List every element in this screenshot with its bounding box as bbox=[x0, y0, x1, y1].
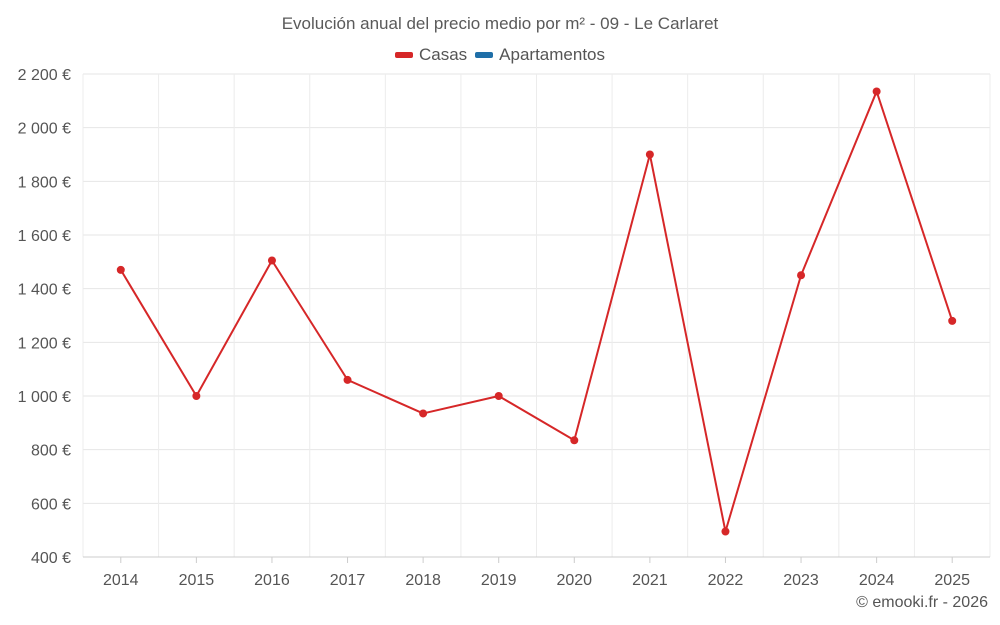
x-tick-label: 2014 bbox=[103, 572, 139, 589]
chart-title: Evolución anual del precio medio por m² … bbox=[281, 14, 719, 33]
legend-swatch-apartamentos bbox=[475, 52, 494, 58]
data-point-casas-2023 bbox=[797, 271, 806, 280]
y-tick-label: 1 200 € bbox=[18, 335, 71, 352]
data-point-casas-2021 bbox=[645, 150, 654, 159]
series-line-casas bbox=[119, 90, 954, 533]
legend-label-casas: Casas bbox=[418, 45, 468, 64]
x-tick-label: 2018 bbox=[405, 572, 441, 589]
y-tick-label: 1 800 € bbox=[18, 174, 71, 191]
y-tick-label: 1 000 € bbox=[18, 389, 71, 406]
y-tick-label: 2 200 € bbox=[18, 67, 71, 84]
data-point-casas-2017 bbox=[343, 375, 352, 384]
data-point-casas-2024 bbox=[872, 87, 881, 96]
data-point-casas-2015 bbox=[192, 392, 201, 400]
data-point-casas-2014 bbox=[116, 265, 125, 274]
x-tick-label: 2025 bbox=[934, 572, 970, 589]
x-tick-label: 2021 bbox=[632, 572, 668, 589]
x-tick-label: 2019 bbox=[481, 572, 517, 589]
x-tick-label: 2022 bbox=[708, 572, 744, 589]
y-tick-label: 1 400 € bbox=[18, 282, 71, 299]
data-point-casas-2022 bbox=[721, 527, 730, 536]
legend-item-casas[interactable]: Casas bbox=[394, 45, 468, 65]
data-point-casas-2020 bbox=[570, 436, 579, 445]
y-tick-label: 600 € bbox=[31, 496, 71, 513]
data-point-casas-2018 bbox=[419, 409, 428, 418]
x-tick-label: 2017 bbox=[330, 572, 366, 589]
legend-label-apartamentos: Apartamentos bbox=[499, 45, 606, 64]
x-tick-label: 2016 bbox=[254, 572, 290, 589]
legend-item-apartamentos[interactable]: Apartamentos bbox=[475, 45, 605, 65]
legend-swatch-casas bbox=[394, 52, 413, 58]
chart-legend: Casas Apartamentos bbox=[0, 45, 1000, 65]
y-tick-label: 2 000 € bbox=[18, 121, 71, 138]
x-tick-label: 2020 bbox=[556, 572, 592, 589]
y-tick-label: 1 600 € bbox=[18, 228, 71, 245]
x-tick-label: 2024 bbox=[859, 572, 895, 589]
data-point-casas-2025 bbox=[948, 316, 957, 325]
x-tick-label: 2023 bbox=[783, 572, 819, 589]
y-tick-label: 400 € bbox=[31, 550, 71, 567]
x-tick-label: 2015 bbox=[179, 572, 215, 589]
data-point-casas-2019 bbox=[494, 392, 503, 400]
data-point-casas-2016 bbox=[267, 256, 276, 265]
credit-text: © emooki.fr - 2026 bbox=[856, 594, 988, 611]
y-tick-label: 800 € bbox=[31, 443, 71, 460]
